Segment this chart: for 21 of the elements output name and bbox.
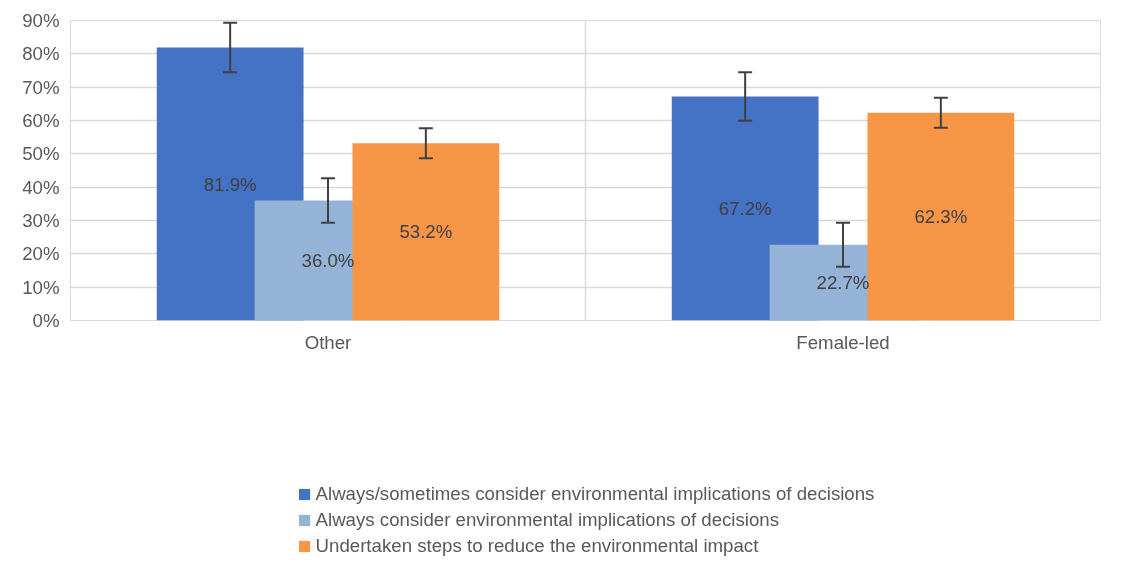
legend-label: Always consider environmental implications of decisions — [315, 509, 780, 532]
y-tick-label: 70% — [22, 76, 60, 98]
legend-label: Undertaken steps to reduce the environmental impact — [315, 535, 759, 558]
y-tick-label: 20% — [22, 243, 60, 265]
text: 67.2% — [718, 198, 772, 219]
text: 62.3% — [914, 206, 968, 228]
y-tick-label: 60% — [22, 110, 60, 131]
bar — [352, 143, 500, 321]
y-tick-label: 50% — [22, 143, 60, 165]
bar — [867, 112, 1015, 321]
y-tick-label: 40% — [22, 176, 60, 198]
y-tick-label: 90% — [22, 10, 60, 31]
y-tick-label: 0% — [32, 310, 60, 331]
x-tick-label: Female-led — [796, 331, 890, 353]
y-tick-label: 30% — [22, 210, 60, 231]
y-tick-label: 10% — [22, 276, 60, 298]
y-tick-label: 80% — [22, 43, 60, 65]
text: 81.9% — [203, 173, 257, 195]
text: 53.2% — [399, 221, 453, 243]
legend-label: Always/sometimes consider environmental implications of decisions — [315, 483, 875, 506]
x-tick-label: Other — [304, 331, 352, 353]
